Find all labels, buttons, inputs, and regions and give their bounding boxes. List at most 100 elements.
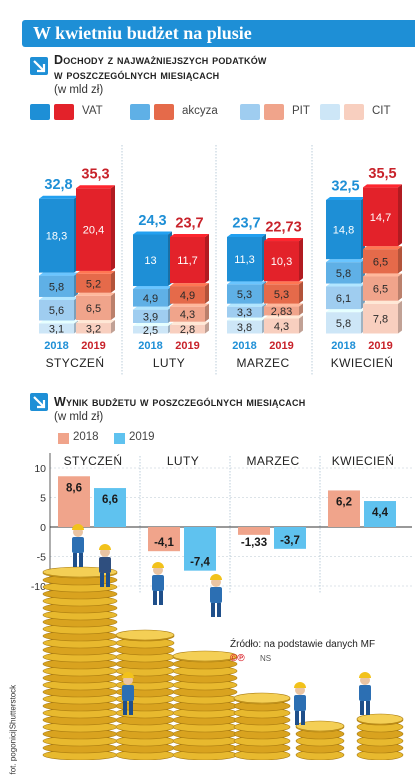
worker-5 [122,672,134,715]
balance-bar-2019-3 [364,501,396,527]
bar-side-akcyza-2019-3 [398,246,402,274]
total-label-2018-0: 32,8 [44,177,72,193]
bar-VAT-2018-3 [326,200,361,260]
bar-side-VAT-2019-2 [299,238,303,282]
legend-swatch-cit-2019 [344,104,364,120]
legend-swatch-cit-2018 [320,104,340,120]
bar-label-PIT-2019-2: 2,83 [271,306,292,318]
worker-4-leg-r [217,603,221,617]
section1-unit: (w mld zł) [54,84,104,96]
worker-6-leg-r [301,711,305,725]
coin-stack-6-coin-top [356,713,404,725]
worker-2 [99,544,111,587]
bar-side-VAT-2019-0 [111,185,115,271]
worker-7 [359,672,371,715]
worker-7-leg-l [360,701,364,715]
worker-5-body [122,685,134,701]
bar-label-PIT-2019-1: 4,3 [180,309,195,321]
section-arrow-icon [30,57,48,75]
legend-swatch-2019 [114,433,125,444]
legend-label-akcyza: akcyza [182,105,218,117]
total-label-2018-2: 23,7 [232,215,260,231]
bar-label-akcyza-2019-1: 4,9 [180,290,195,302]
month-label-0: STYCZEŃ [46,355,105,370]
bar-side-akcyza-2019-2 [299,281,303,304]
bar-top-akcyza-2019-2 [264,281,303,285]
bar-label-CIT-2019-2: 4,3 [274,321,289,333]
bar-top-VAT-2019-0 [76,185,115,189]
year-label-2018-2: 2018 [232,340,256,352]
balance-bar-2019-0 [94,488,126,527]
worker-3-body [152,575,164,591]
balance-label-2019-1: -7,4 [190,557,210,569]
bar-label-CIT-2018-1: 2,5 [143,325,158,337]
year-label-2018-3: 2018 [331,340,355,352]
balance-label-2019-3: 4,4 [372,507,389,519]
bar-VAT-2018-1 [133,234,168,287]
balance-bar-2018-2 [238,527,270,535]
coin-stack-2-coin-top [115,629,175,641]
bar-side-CIT-2019-3 [398,300,402,334]
bar-PIT-2019-2 [264,306,299,316]
bar-label-VAT-2019-1: 11,7 [177,255,198,267]
credit-marks: ©℗ [230,653,245,664]
bar-akcyza-2018-2 [227,284,262,304]
bar-label-CIT-2018-2: 3,8 [237,322,252,334]
balance-bar-2019-1 [184,527,216,571]
section1-title-line2: w poszczególnych miesiącach [54,68,220,82]
bar-label-PIT-2019-0: 6,5 [86,303,101,315]
coin-stacks-illustration [42,524,404,760]
section2-unit: (w mld zł) [54,411,104,423]
bar-CIT-2018-1 [133,326,168,334]
coin-stack-5-coin-top [295,720,345,732]
worker-5-leg-l [123,701,127,715]
bar-top-CIT-2019-3 [363,300,402,304]
bar-PIT-2018-1 [133,309,168,323]
total-label-2019-3: 35,5 [368,166,396,182]
bar-VAT-2019-1 [170,236,205,284]
section2-arrow-icon [30,393,48,411]
bar-label-akcyza-2018-1: 4,9 [143,293,158,305]
total-label-2018-1: 24,3 [138,213,166,229]
worker-1-leg-l [73,553,77,567]
bar-akcyza-2019-0 [76,273,111,293]
bar-CIT-2019-0 [76,323,111,334]
bar-label-PIT-2018-1: 3,9 [143,311,158,323]
worker-4-body [210,587,222,603]
balance-bar-2018-1 [148,527,180,552]
bar-VAT-2018-0 [39,198,74,273]
y-tick-label-1: 5 [40,493,46,505]
bar-top-PIT-2018-2 [227,303,266,307]
year-label-2018-0: 2018 [44,340,68,352]
worker-2-body [99,557,111,573]
bar-CIT-2019-3 [363,303,398,334]
legend-swatch-pit-2019 [264,104,284,120]
bar-top-CIT-2018-1 [133,323,172,326]
coin-stack-5 [295,720,345,760]
year-label-2019-2: 2019 [269,340,293,352]
section2-title: Wynik budżetu w poszczególnych miesiącac… [54,395,306,409]
bar-VAT-2019-2 [264,241,299,282]
page-title: W kwietniu budżet na plusie [33,23,252,43]
bar-side-VAT-2019-1 [205,233,209,284]
budget-balance-chart: 10 5 0 -5 -10 STYCZEŃ 8,6 6,6 LUTY -4,1 -7,4 MARZEC… [31,448,412,598]
bar-label-CIT-2019-0: 3,2 [86,323,101,335]
worker-1 [72,524,84,567]
bar-top-VAT-2018-1 [133,231,172,235]
bar-label-CIT-2019-3: 7,8 [373,314,388,326]
worker-3-leg-l [153,591,157,605]
balance-label-2018-0: 8,6 [66,482,82,494]
worker-6-body [294,695,306,711]
bar-side-akcyza-2019-0 [111,270,115,293]
legend-swatch-akcyza-2018 [130,104,150,120]
bar-label-PIT-2019-3: 6,5 [373,284,388,296]
worker-2-leg-l [100,573,104,587]
bar-top-CIT-2019-0 [76,320,115,324]
bar-top-CIT-2018-0 [39,320,78,324]
balance-label-2018-1: -4,1 [154,537,174,549]
bar-top-akcyza-2018-2 [227,281,266,285]
bar-top-PIT-2018-3 [326,283,365,287]
bar-label-akcyza-2018-0: 5,8 [49,281,64,293]
bar-top-akcyza-2019-3 [363,246,402,250]
